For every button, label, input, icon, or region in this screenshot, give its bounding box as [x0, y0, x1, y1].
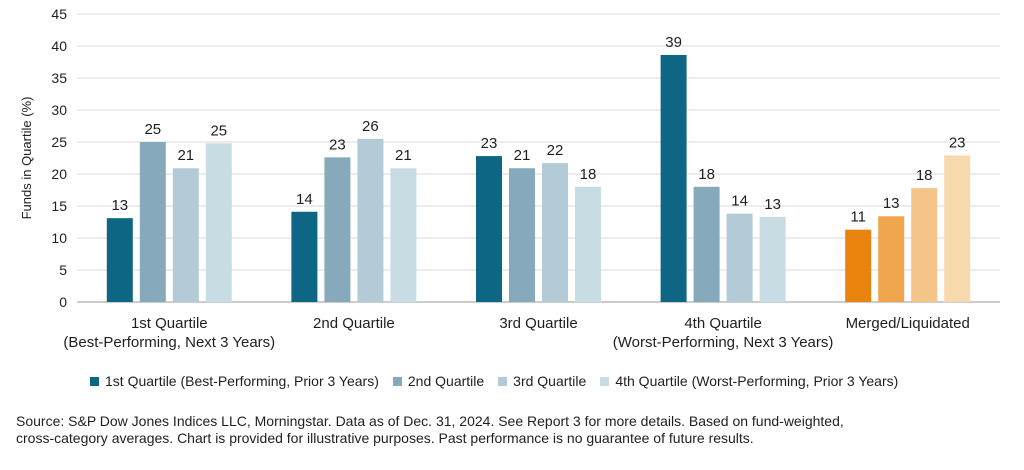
y-axis-title: Funds in Quartile (%) — [19, 97, 34, 220]
data-label: 25 — [210, 122, 227, 139]
bar — [878, 216, 905, 302]
data-label: 25 — [144, 121, 161, 138]
data-label: 39 — [665, 34, 682, 51]
data-label: 21 — [177, 147, 194, 164]
legend-swatch-q4 — [600, 376, 610, 386]
data-label: 13 — [764, 196, 781, 213]
data-label: 14 — [731, 193, 748, 210]
data-label: 23 — [481, 135, 498, 152]
y-tick-label: 10 — [51, 230, 67, 246]
data-label: 14 — [296, 191, 313, 208]
y-tick-label: 25 — [51, 134, 67, 150]
y-tick-label: 40 — [51, 38, 67, 54]
bar — [542, 163, 568, 302]
data-label: 22 — [547, 142, 564, 159]
legend-item-q1: 1st Quartile (Best-Performing, Prior 3 Y… — [90, 373, 379, 389]
bar — [291, 211, 318, 302]
bar — [693, 186, 720, 302]
y-tick-label: 0 — [59, 294, 67, 310]
bar — [390, 168, 417, 302]
bar — [660, 54, 687, 303]
legend-item-q3: 3rd Quartile — [498, 373, 586, 389]
data-label: 11 — [850, 209, 866, 226]
data-label: 18 — [698, 166, 715, 183]
data-label: 13 — [111, 197, 128, 214]
source-line-2: cross-category averages. Chart is provid… — [16, 430, 754, 446]
data-label: 21 — [395, 147, 412, 164]
bar — [106, 218, 133, 302]
legend-label-q4: 4th Quartile (Worst-Performing, Prior 3 … — [615, 373, 899, 389]
bar — [509, 168, 535, 302]
data-label: 13 — [883, 195, 900, 212]
bar — [575, 186, 601, 302]
data-label: 18 — [580, 166, 597, 183]
legend-label-q3: 3rd Quartile — [513, 373, 587, 389]
y-tick-label: 45 — [51, 6, 67, 22]
bar — [172, 168, 199, 302]
legend-swatch-q1 — [90, 376, 99, 386]
source-note: Source: S&P Dow Jones Indices LLC, Morni… — [16, 413, 1016, 447]
y-tick-label: 35 — [51, 70, 67, 86]
source-line-1: Source: S&P Dow Jones Indices LLC, Morni… — [16, 413, 844, 429]
x-category-label: 1st Quartile — [131, 315, 208, 332]
data-label: 26 — [362, 118, 379, 135]
bar — [357, 138, 384, 302]
x-category-label: 4th Quartile — [684, 315, 762, 332]
legend-label-q2: 2nd Quartile — [407, 373, 485, 389]
bar — [205, 143, 232, 302]
bar — [726, 213, 753, 302]
y-tick-label: 15 — [51, 198, 67, 214]
legend-item-q2: 2nd Quartile — [392, 373, 485, 389]
legend-label-q1: 1st Quartile (Best-Performing, Prior 3 Y… — [105, 373, 379, 389]
data-label: 18 — [916, 167, 933, 184]
data-label: 23 — [949, 134, 966, 151]
y-tick-label: 5 — [59, 262, 67, 278]
x-category-label: 3rd Quartile — [499, 315, 577, 332]
x-category-label: Merged/Liquidated — [846, 315, 970, 332]
bar-chart: 0 5 10 15 20 25 30 35 40 45 Funds in Quartile (%) 1… — [19, 6, 1000, 351]
bar — [944, 155, 971, 302]
data-label: 23 — [329, 136, 346, 153]
bar — [759, 216, 786, 302]
bar — [139, 142, 166, 302]
data-label: 21 — [514, 147, 531, 164]
legend-item-q4: 4th Quartile (Worst-Performing, Prior 3 … — [600, 373, 898, 389]
x-category-label: (Best-Performing, Next 3 Years) — [63, 334, 275, 351]
bar — [911, 188, 938, 302]
bar — [324, 157, 351, 302]
y-tick-label: 20 — [51, 166, 67, 182]
legend-swatch-q2 — [392, 376, 402, 386]
y-tick-label: 30 — [51, 102, 67, 118]
bar — [476, 156, 502, 302]
x-category-label: (Worst-Performing, Next 3 Years) — [613, 334, 834, 351]
legend-swatch-q3 — [498, 376, 508, 386]
bar — [845, 229, 872, 302]
x-category-label: 2nd Quartile — [313, 315, 395, 332]
chart-legend: 1st Quartile (Best-Performing, Prior 3 Y… — [90, 373, 990, 389]
